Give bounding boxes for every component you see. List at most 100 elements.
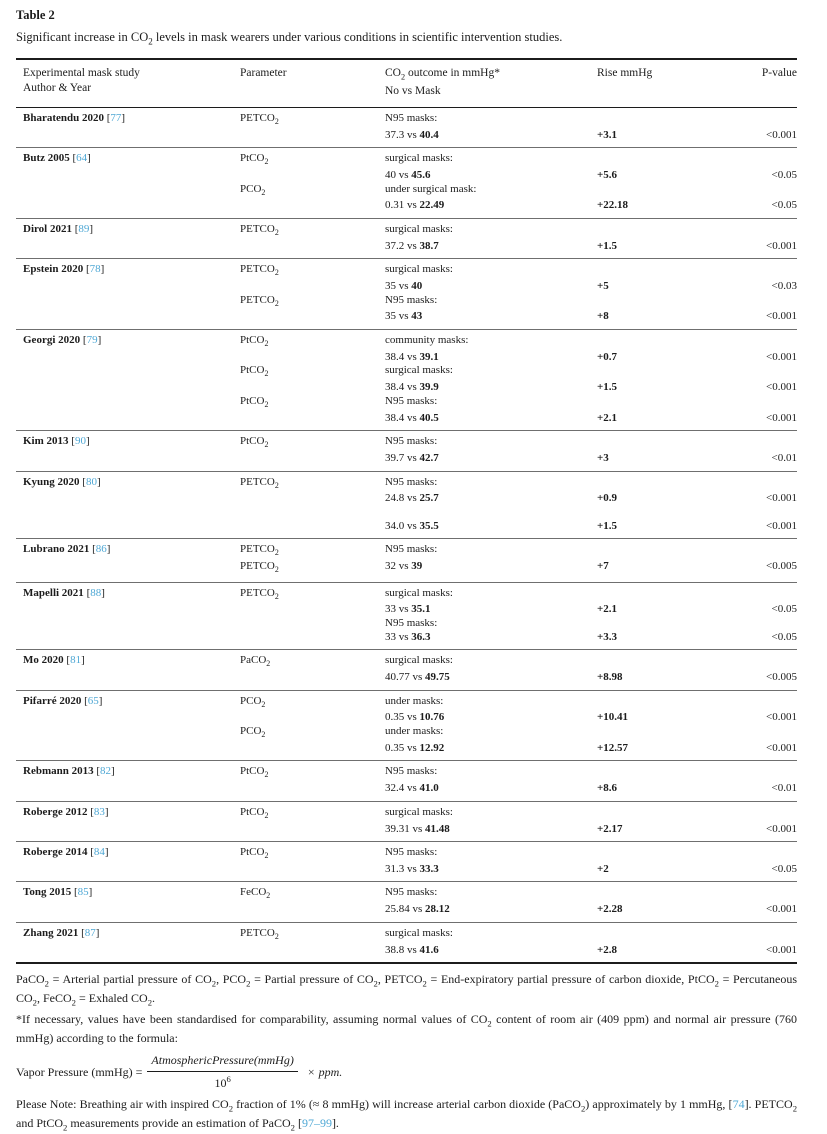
table-row-line: Epstein 2020 [78] PETCO2 surgical masks: [16, 263, 797, 280]
pvalue-cell [717, 846, 797, 863]
pvalue-cell [717, 886, 797, 903]
study-cell: Butz 2005 [64] [23, 152, 91, 165]
header-outcome-line1: CO2 outcome in mmHg* [385, 66, 500, 81]
citation-link[interactable]: 86 [95, 543, 107, 556]
outcome-cell: 34.0 vs 35.5 [385, 519, 439, 532]
citation-link[interactable]: 88 [90, 586, 102, 599]
outcome-cell: 39.7 vs 42.7 [385, 451, 439, 464]
table-row-line: Bharatendu 2020 [77] PETCO2 N95 masks: [16, 112, 797, 129]
parameter-cell: PETCO2 [240, 475, 279, 490]
rise-cell [597, 112, 717, 129]
pvalue-cell: <0.001 [766, 381, 797, 394]
rise-cell [597, 886, 717, 903]
study-cell: Lubrano 2021 [86] [23, 543, 111, 556]
citation-link[interactable]: 80 [85, 475, 97, 488]
outcome-cell: 33 vs 35.1 [385, 603, 431, 616]
rise-cell [597, 725, 717, 742]
parameter-cell: PETCO2 [240, 222, 279, 238]
table-row-line: 34.0 vs 35.5 +1.5 <0.001 [16, 520, 797, 534]
outcome-cell: community masks: [385, 334, 469, 347]
outcome-cell: N95 masks: [385, 111, 438, 124]
outcome-cell: N95 masks: [385, 543, 438, 556]
study-cell [16, 294, 240, 311]
rise-cell: +2.17 [597, 822, 623, 835]
rise-cell: +2.8 [597, 943, 618, 956]
citation-link[interactable]: 74 [732, 1097, 745, 1112]
study-cell: Bharatendu 2020 [77] [23, 111, 126, 124]
pvalue-cell: <0.001 [766, 903, 797, 916]
outcome-cell: surgical masks: [385, 654, 453, 667]
rise-cell: +0.7 [597, 350, 618, 363]
outcome-cell: 35 vs 43 [385, 310, 423, 323]
citation-link[interactable]: 81 [70, 654, 82, 667]
study-cell: Georgi 2020 [79] [23, 334, 102, 347]
data-table: Experimental mask study Author & Year Pa… [16, 57, 797, 965]
table-row-line: 39.31 vs 41.48 +2.17 <0.001 [16, 823, 797, 837]
citation-link[interactable]: 82 [100, 765, 112, 778]
parameter-cell [240, 617, 385, 631]
rise-cell: +7 [597, 559, 609, 572]
citation-link[interactable]: 83 [93, 805, 105, 818]
citation-link[interactable]: 85 [77, 886, 89, 899]
study-cell: Epstein 2020 [78] [23, 263, 105, 276]
table-row: Zhang 2021 [87] PETCO2 surgical masks: 38.8… [16, 923, 797, 962]
citation-link[interactable]: 77 [110, 111, 122, 124]
pvalue-cell: <0.001 [766, 411, 797, 424]
footnote-standardisation: *If necessary, values have been standard… [16, 1012, 797, 1045]
rise-cell [597, 846, 717, 863]
citation-link[interactable]: 84 [93, 846, 105, 859]
citation-link[interactable]: 65 [87, 694, 99, 707]
formula-numerator: AtmosphericPressure(mmHg) [147, 1052, 298, 1072]
citation-link[interactable]: 90 [74, 435, 86, 448]
outcome-cell: N95 masks: [385, 846, 438, 859]
study-cell [16, 169, 240, 183]
table-label: Table 2 [16, 8, 55, 22]
vapor-pressure-formula: Vapor Pressure (mmHg) = AtmosphericPress… [16, 1052, 797, 1092]
citation-link[interactable]: 64 [76, 152, 88, 165]
study-cell [16, 381, 240, 395]
rise-cell: +0.9 [597, 492, 618, 505]
pvalue-cell [717, 435, 797, 452]
pvalue-cell: <0.05 [771, 630, 797, 643]
parameter-cell: PETCO2 [240, 263, 279, 278]
rise-cell [597, 395, 717, 412]
table-row-line: Pifarré 2020 [65] PCO2 under masks: [16, 695, 797, 712]
pvalue-cell [717, 765, 797, 782]
table-row-line: 37.3 vs 40.4 +3.1 <0.001 [16, 129, 797, 143]
pvalue-cell: <0.01 [771, 451, 797, 464]
study-cell [16, 863, 240, 877]
pvalue-cell [717, 654, 797, 671]
outcome-cell: 39.31 vs 41.48 [385, 822, 450, 835]
citation-link[interactable]: 78 [89, 263, 101, 276]
citation-link[interactable]: 79 [86, 334, 98, 347]
pvalue-cell: <0.001 [766, 711, 797, 724]
study-cell: Roberge 2012 [83] [23, 805, 109, 818]
formula-denominator: 106 [214, 1073, 231, 1090]
outcome-cell: 38.8 vs 41.6 [385, 943, 439, 956]
citation-link[interactable]: 97–99 [301, 1116, 332, 1131]
study-cell [16, 199, 240, 213]
parameter-cell [240, 169, 385, 183]
rise-cell: +12.57 [597, 741, 629, 754]
rise-cell: +2.1 [597, 603, 618, 616]
citation-link[interactable]: 89 [78, 222, 90, 235]
rise-cell: +5 [597, 280, 609, 293]
table-row-line: PETCO2 N95 masks: [16, 294, 797, 311]
study-cell [16, 903, 240, 917]
outcome-cell: 0.35 vs 12.92 [385, 741, 445, 754]
table-row: Tong 2015 [85] FeCO2 N95 masks: 25.84 vs 28… [16, 882, 797, 923]
table-row-line: Roberge 2014 [84] PtCO2 N95 masks: [16, 846, 797, 863]
header-study-line1: Experimental mask study [23, 66, 140, 79]
table-row-line: 0.35 vs 10.76 +10.41 <0.001 [16, 711, 797, 725]
pvalue-cell [717, 395, 797, 412]
table-header: Experimental mask study Author & Year Pa… [16, 57, 797, 108]
pvalue-cell: <0.001 [766, 239, 797, 252]
table-row-line: PCO2 under surgical mask: [16, 183, 797, 200]
rise-cell [597, 223, 717, 240]
outcome-cell: 32 vs 39 [385, 559, 423, 572]
citation-link[interactable]: 87 [84, 926, 96, 939]
table-row: Roberge 2014 [84] PtCO2 N95 masks: 31.3 vs … [16, 842, 797, 883]
outcome-cell: N95 masks: [385, 886, 438, 899]
parameter-cell: PtCO2 [240, 394, 269, 409]
rise-cell: +1.5 [597, 519, 618, 532]
